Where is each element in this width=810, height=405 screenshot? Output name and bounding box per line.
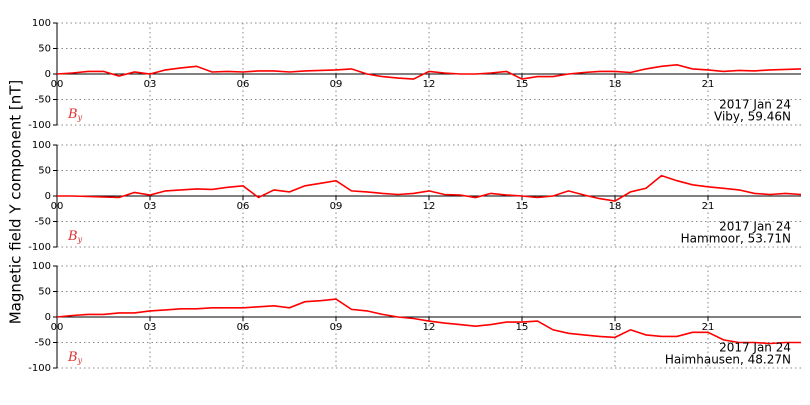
y-tick-label: 100 xyxy=(32,261,51,272)
station-label: Haimhausen, 48.27N xyxy=(665,353,791,367)
y-tick-label: -50 xyxy=(35,338,51,349)
x-tick-label: 12 xyxy=(423,322,436,333)
data-line xyxy=(57,174,802,202)
y-tick-label: 50 xyxy=(38,44,51,55)
symbol-subscript: y xyxy=(77,113,83,122)
data-line xyxy=(56,298,801,345)
x-tick-label: 03 xyxy=(144,201,157,212)
x-tick-label: 03 xyxy=(144,79,157,90)
x-tick-label: 21 xyxy=(702,322,715,333)
component-symbol: By xyxy=(67,350,83,366)
symbol: B xyxy=(67,107,78,122)
y-tick-label: -100 xyxy=(28,242,51,253)
x-tick-label: 06 xyxy=(237,322,250,333)
y-tick-label: 100 xyxy=(32,140,51,151)
x-tick-label: 12 xyxy=(423,79,436,90)
y-tick-label: 50 xyxy=(38,166,51,177)
x-tick-label: 09 xyxy=(330,322,343,333)
x-tick-label: 09 xyxy=(330,201,343,212)
y-tick-label: -50 xyxy=(35,217,51,228)
date-label: 2017 Jan 24 xyxy=(719,98,791,112)
date-label: 2017 Jan 24 xyxy=(719,220,791,234)
component-symbol: By xyxy=(67,229,83,245)
y-tick-label: -50 xyxy=(35,95,51,106)
symbol: B xyxy=(67,229,78,244)
x-tick-label: 06 xyxy=(237,79,250,90)
component-symbol: By xyxy=(67,107,83,123)
x-tick-label: 12 xyxy=(423,201,436,212)
x-tick-label: 21 xyxy=(702,201,715,212)
y-axis-label: Magnetic field Y component [nT] xyxy=(7,80,25,325)
x-tick-label: 00 xyxy=(51,79,64,90)
y-tick-label: 100 xyxy=(32,18,51,29)
y-tick-label: 50 xyxy=(38,287,51,298)
x-tick-label: 15 xyxy=(516,201,529,212)
x-tick-label: 18 xyxy=(609,79,622,90)
x-tick-label: 09 xyxy=(330,79,343,90)
x-tick-label: 15 xyxy=(516,322,529,333)
symbol-subscript: y xyxy=(77,235,83,244)
symbol-subscript: y xyxy=(77,356,83,365)
date-label: 2017 Jan 24 xyxy=(719,341,791,355)
symbol: B xyxy=(67,350,78,365)
x-tick-label: 18 xyxy=(609,201,622,212)
y-tick-label: -100 xyxy=(28,120,51,131)
y-tick-label: 0 xyxy=(45,69,51,80)
x-tick-label: 06 xyxy=(237,201,250,212)
data-line xyxy=(56,63,802,80)
x-tick-label: 21 xyxy=(702,79,715,90)
station-label: Viby, 59.46N xyxy=(714,110,791,124)
y-tick-label: 0 xyxy=(45,191,51,202)
x-tick-label: 18 xyxy=(609,322,622,333)
x-tick-label: 00 xyxy=(51,201,64,212)
x-tick-label: 03 xyxy=(144,322,157,333)
y-tick-label: 0 xyxy=(45,312,51,323)
station-label: Hammoor, 53.71N xyxy=(681,232,791,246)
x-tick-label: 00 xyxy=(51,322,64,333)
x-tick-label: 15 xyxy=(516,79,529,90)
y-tick-label: -100 xyxy=(28,363,51,374)
